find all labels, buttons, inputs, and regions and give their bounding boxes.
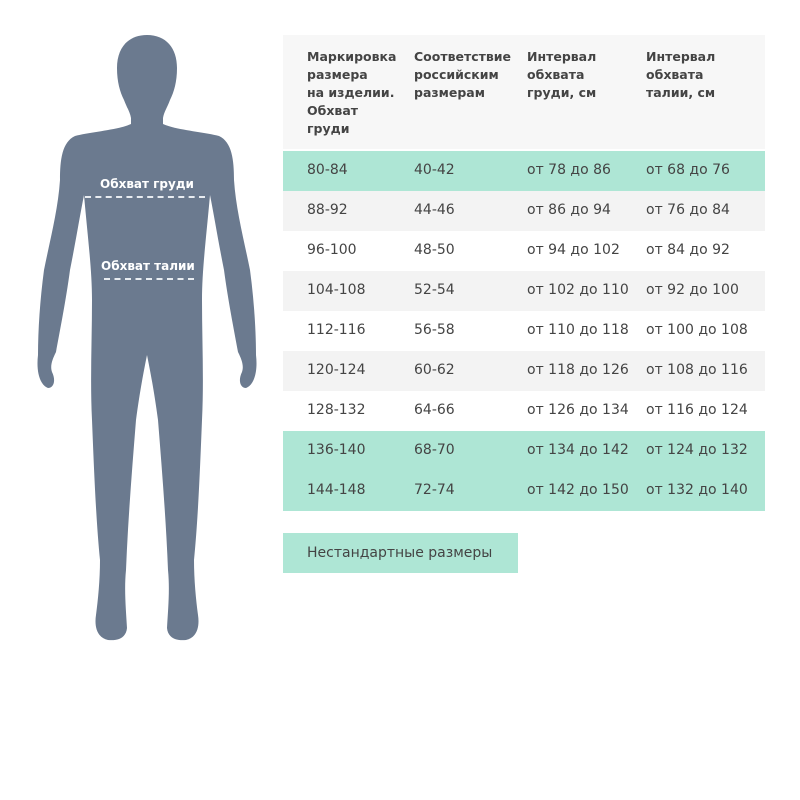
table-row: 88-92 44-46 от 86 до 94 от 76 до 84 [283, 191, 765, 231]
table-row: 136-140 68-70 от 134 до 142 от 124 до 132 [283, 431, 765, 471]
table-row: 104-108 52-54 от 102 до 110 от 92 до 100 [283, 271, 765, 311]
table-cell: 96-100 [307, 242, 357, 258]
table-cell: от 108 до 116 [646, 362, 748, 378]
header-waist-range: Интервал обхвата талии, см [646, 49, 716, 100]
table-cell: 144-148 [307, 482, 366, 498]
table-cell: от 100 до 108 [646, 322, 748, 338]
table-cell: 48-50 [414, 242, 455, 258]
table-cell: 64-66 [414, 402, 455, 418]
size-table: Маркировка размера на изделии. Обхват гр… [283, 35, 765, 511]
header-marking: Маркировка размера на изделии. Обхват гр… [307, 49, 397, 136]
chest-line [85, 196, 205, 198]
table-row: 96-100 48-50 от 94 до 102 от 84 до 92 [283, 231, 765, 271]
table-cell: от 76 до 84 [646, 202, 730, 218]
table-cell: от 126 до 134 [527, 402, 629, 418]
table-cell: от 102 до 110 [527, 282, 629, 298]
table-cell: 52-54 [414, 282, 455, 298]
table-row: 144-148 72-74 от 142 до 150 от 132 до 140 [283, 471, 765, 511]
table-cell: от 142 до 150 [527, 482, 629, 498]
table-cell: от 132 до 140 [646, 482, 748, 498]
table-cell: 88-92 [307, 202, 348, 218]
header-chest-range: Интервал обхвата груди, см [527, 49, 597, 100]
table-row: 112-116 56-58 от 110 до 118 от 100 до 108 [283, 311, 765, 351]
table-header: Маркировка размера на изделии. Обхват гр… [283, 35, 765, 149]
table-row: 128-132 64-66 от 126 до 134 от 116 до 124 [283, 391, 765, 431]
table-cell: 68-70 [414, 442, 455, 458]
table-cell: 40-42 [414, 162, 455, 178]
table-cell: 112-116 [307, 322, 366, 338]
table-cell: от 94 до 102 [527, 242, 620, 258]
table-cell: от 118 до 126 [527, 362, 629, 378]
table-cell: 80-84 [307, 162, 348, 178]
nonstandard-sizes-button[interactable]: Нестандартные размеры [283, 533, 518, 573]
table-cell: 104-108 [307, 282, 366, 298]
table-cell: от 78 до 86 [527, 162, 611, 178]
waist-line [104, 278, 194, 280]
table-cell: от 116 до 124 [646, 402, 748, 418]
table-cell: 136-140 [307, 442, 366, 458]
table-cell: 128-132 [307, 402, 366, 418]
header-russian-size: Соответствие российским размерам [414, 49, 512, 100]
table-row: 120-124 60-62 от 118 до 126 от 108 до 116 [283, 351, 765, 391]
table-cell: от 134 до 142 [527, 442, 629, 458]
table-cell: 56-58 [414, 322, 455, 338]
table-cell: 72-74 [414, 482, 455, 498]
waist-label: Обхват талии [101, 259, 195, 273]
chest-label: Обхват груди [100, 177, 194, 191]
table-cell: от 84 до 92 [646, 242, 730, 258]
table-cell: 60-62 [414, 362, 455, 378]
body-figure: Обхват груди Обхват талии [0, 0, 280, 700]
human-silhouette [37, 35, 257, 641]
table-cell: 44-46 [414, 202, 455, 218]
table-cell: от 92 до 100 [646, 282, 739, 298]
table-cell: от 68 до 76 [646, 162, 730, 178]
table-cell: от 86 до 94 [527, 202, 611, 218]
table-cell: от 110 до 118 [527, 322, 629, 338]
table-cell: 120-124 [307, 362, 366, 378]
table-cell: от 124 до 132 [646, 442, 748, 458]
table-row: 80-84 40-42 от 78 до 86 от 68 до 76 [283, 151, 765, 191]
